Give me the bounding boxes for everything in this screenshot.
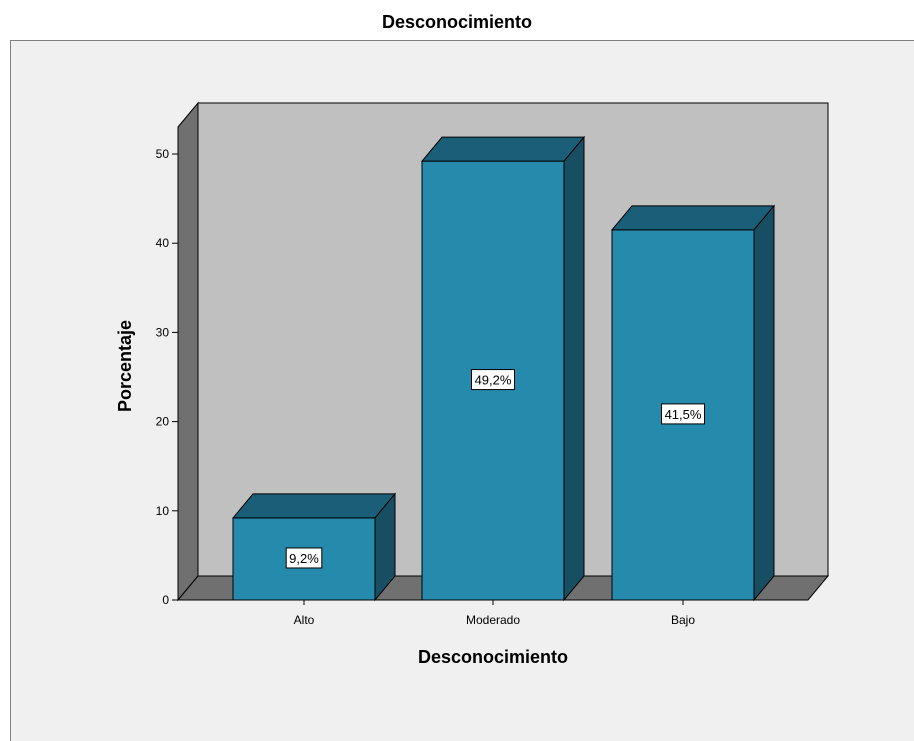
bar-side bbox=[563, 135, 585, 602]
bar-top bbox=[231, 493, 397, 519]
x-tick-label: Bajo bbox=[671, 613, 695, 627]
bar-top bbox=[420, 136, 586, 162]
y-tick-label: 10 bbox=[156, 504, 170, 518]
left-wall bbox=[177, 101, 199, 602]
data-label: 41,5% bbox=[665, 407, 702, 422]
chart-title: Desconocimiento bbox=[381, 12, 533, 32]
data-label-box bbox=[471, 369, 515, 391]
bar-side bbox=[374, 492, 396, 602]
bar-top bbox=[610, 205, 776, 231]
x-tick-label: Alto bbox=[294, 613, 315, 627]
y-tick-label: 30 bbox=[156, 325, 170, 339]
bar-chart: 0 10 20 30 40 50 9,2% Alto 49,2% Moderado 41,5% Baj… bbox=[115, 101, 830, 667]
y-tick-label: 50 bbox=[156, 147, 170, 161]
data-label: 49,2% bbox=[475, 373, 512, 388]
data-label: 9,2% bbox=[289, 551, 319, 566]
y-tick-label: 20 bbox=[156, 415, 170, 429]
y-tick-label: 40 bbox=[156, 236, 170, 250]
bar-side bbox=[753, 204, 775, 602]
x-tick-label: Moderado bbox=[466, 613, 520, 627]
y-tick-label: 0 bbox=[162, 593, 169, 607]
data-label-box bbox=[661, 403, 705, 425]
y-axis-title: Porcentaje bbox=[115, 320, 135, 412]
x-axis-title: Desconocimiento bbox=[418, 647, 568, 667]
data-label-box bbox=[285, 547, 323, 569]
